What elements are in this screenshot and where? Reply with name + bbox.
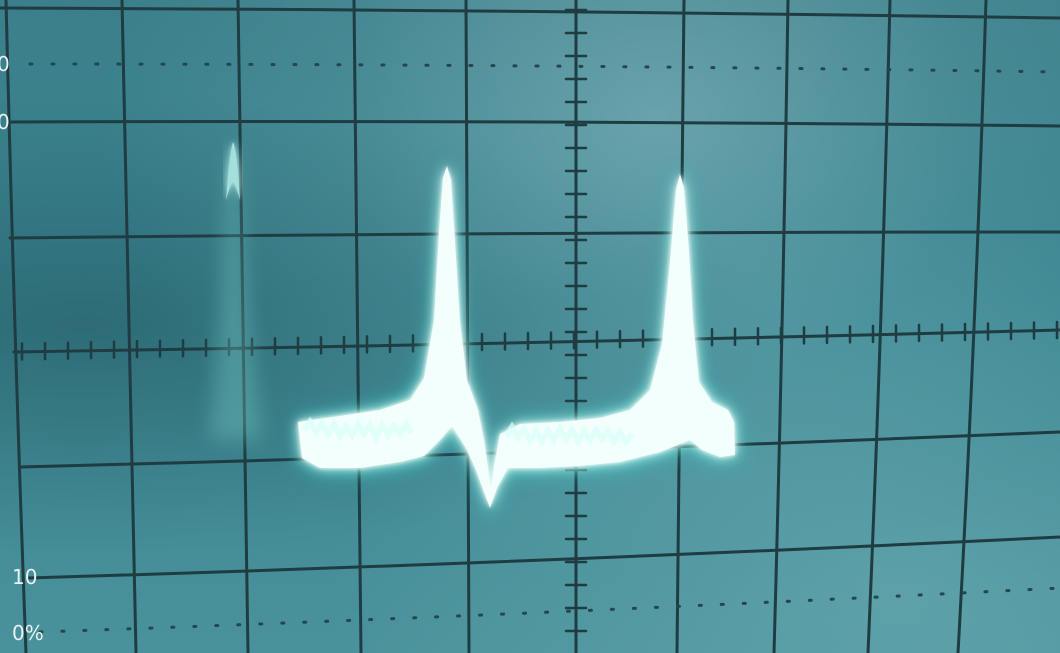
trace-core: [298, 166, 735, 508]
grid-line-v-0: [4, 0, 28, 653]
label-ref-90-partial: 0: [0, 110, 10, 134]
grid-line-v-1: [120, 0, 138, 653]
graticule-labels: 0 0 10 0%: [0, 52, 44, 645]
ghost-peak: [210, 142, 262, 440]
waveform-trace: [210, 142, 738, 520]
grid-line-v-7: [772, 0, 790, 653]
ghost-peak-glow: [210, 150, 262, 440]
dotted-line-bottom: [38, 586, 1060, 634]
grid-line-h-4: [12, 328, 1060, 354]
grid-line-h-3: [8, 230, 1060, 240]
dotted-line-top: [28, 62, 1060, 74]
ghost-peak-core: [226, 142, 240, 200]
grid-line-v-4: [464, 0, 471, 653]
label-ref-100-partial: 0: [0, 52, 10, 76]
grid-line-h-1: [0, 6, 1060, 20]
grid-line-v-8: [866, 0, 892, 653]
label-ref-10: 10: [12, 565, 37, 589]
label-ref-0-pct: 0%: [12, 621, 44, 645]
trace-noise: [301, 416, 635, 448]
grid-line-v-9: [956, 0, 988, 653]
grid-line-h-2: [8, 120, 1060, 128]
grid-line-v-3: [352, 0, 363, 653]
graticule-minor-ticks: [20, 8, 1059, 633]
grid-line-h-6: [26, 535, 1060, 580]
dotted-reference-lines: [28, 62, 1060, 634]
